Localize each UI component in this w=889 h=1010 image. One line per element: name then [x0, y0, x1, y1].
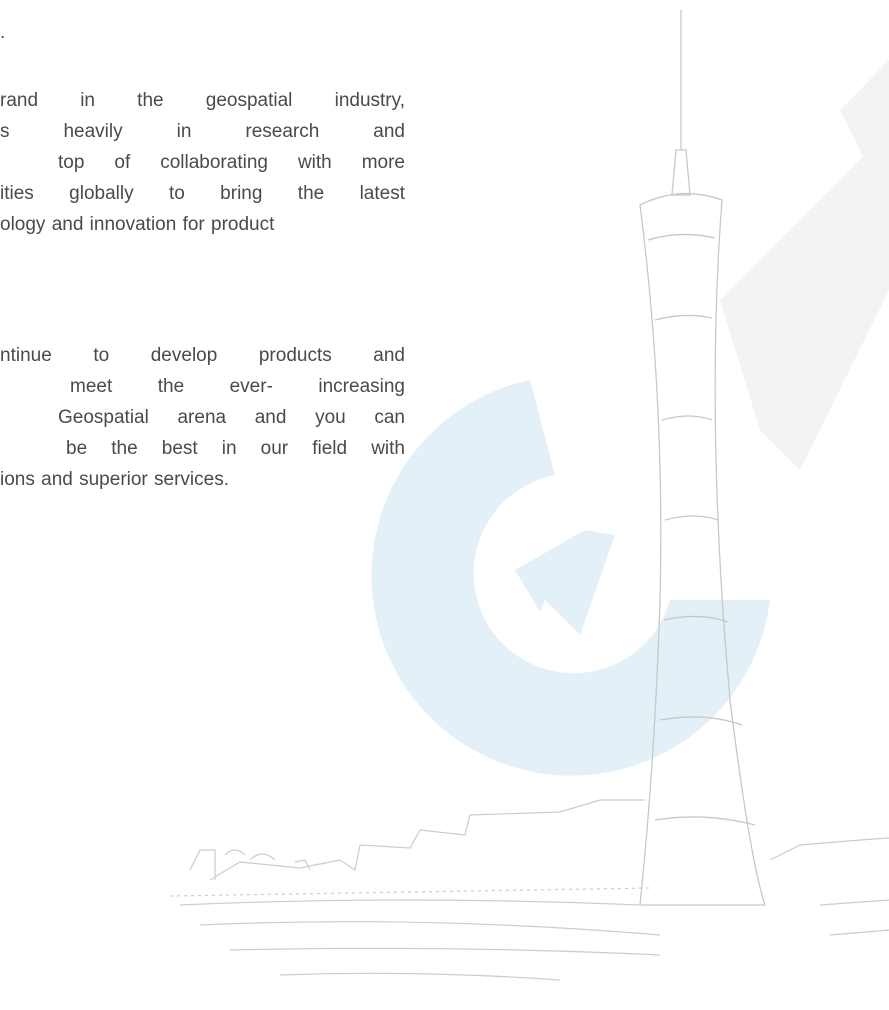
- text-line: Geospatial arena and you can: [58, 402, 405, 433]
- text-line: ntinue to develop products and: [0, 340, 405, 371]
- text-line: ions and superior services.: [0, 464, 229, 495]
- watermark-h: [720, 60, 889, 470]
- tower-sketch: [640, 10, 765, 905]
- text-line: top of collaborating with more: [58, 147, 405, 178]
- skyline-sketch: [170, 800, 889, 980]
- text-line: meet the ever- increasing: [70, 371, 405, 402]
- text-line: s heavily in research and: [0, 116, 405, 147]
- text-line: rand in the geospatial industry,: [0, 85, 405, 116]
- page: {"top_mark": ".", "paragraphs": [ {"line…: [0, 0, 889, 1010]
- text-line: ities globally to bring the latest: [0, 178, 405, 209]
- watermark-logo-mark: [515, 530, 615, 635]
- text-fragment: .: [0, 17, 5, 48]
- text-line: ology and innovation for product: [0, 209, 274, 240]
- text-line: be the best in our field with: [66, 433, 405, 464]
